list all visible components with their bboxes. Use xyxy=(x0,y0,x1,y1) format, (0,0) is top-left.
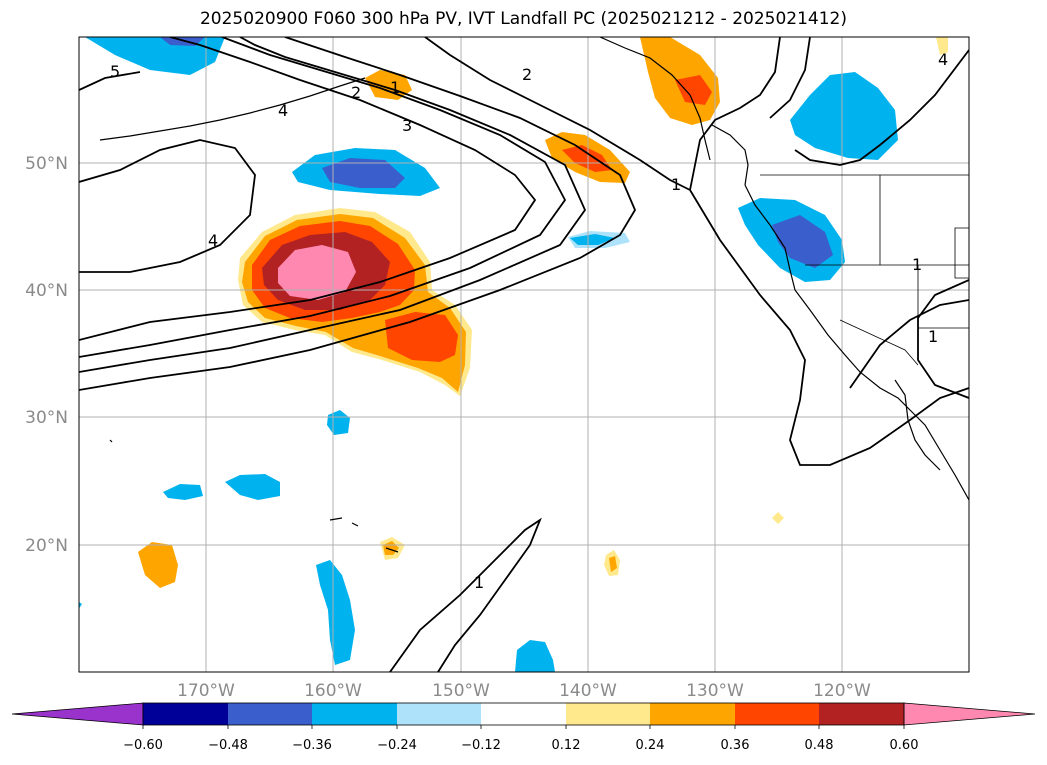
lat-label: 50°N xyxy=(25,154,68,174)
contour-label: 1 xyxy=(671,175,681,194)
contour-label: 4 xyxy=(938,50,948,69)
lon-label: 140°W xyxy=(559,681,617,701)
map-title: 2025020900 F060 300 hPa PV, IVT Landfall… xyxy=(199,9,847,29)
colorbar-segment xyxy=(735,703,819,725)
contour-label: 4 xyxy=(278,101,288,120)
colorbar-tick-label: −0.48 xyxy=(208,738,248,753)
lon-label: 120°W xyxy=(813,681,871,701)
colorbar-tick-label: 0.48 xyxy=(805,738,834,753)
negative-anomaly-shading xyxy=(79,37,898,672)
colorbar-tick-label: −0.24 xyxy=(377,738,417,753)
colorbar-segment xyxy=(143,703,228,725)
colorbar-tick-label: −0.36 xyxy=(292,738,332,753)
lon-label: 150°W xyxy=(432,681,490,701)
colorbar-segment xyxy=(819,703,904,725)
colorbar-max-extend xyxy=(903,702,1036,726)
colorbar-frame xyxy=(142,702,905,726)
contour-label: 1 xyxy=(390,78,400,97)
colorbar-tick-label: −0.12 xyxy=(461,738,501,753)
colorbar-tick-label: 0.60 xyxy=(890,738,919,753)
contour-label: 1 xyxy=(474,573,484,592)
lon-label: 160°W xyxy=(304,681,362,701)
colorbar-segment xyxy=(228,703,312,725)
contour-label: 1 xyxy=(928,327,938,346)
map-frame xyxy=(78,36,970,673)
contour-label-group: 5 4 4 3 2 2 1 1 1 1 1 4 xyxy=(110,50,948,592)
contour-label: 4 xyxy=(208,231,218,250)
colorbar-segment xyxy=(566,703,650,725)
lat-label: 40°N xyxy=(25,281,68,301)
colorbar-segment xyxy=(397,703,481,725)
colorbar-tick-label: −0.60 xyxy=(123,738,163,753)
colorbar-segment xyxy=(312,703,397,725)
colorbar: −0.60 −0.48 −0.36 −0.24 −0.12 0.12 0.24 … xyxy=(11,702,1036,753)
pv-contours xyxy=(79,37,969,672)
colorbar-tick-label: 0.36 xyxy=(721,738,750,753)
lat-label: 20°N xyxy=(25,536,68,556)
lon-label: 130°W xyxy=(686,681,744,701)
colorbar-segment xyxy=(481,703,566,725)
colorbar-min-extend xyxy=(11,702,144,726)
graticule xyxy=(79,37,969,672)
coastlines xyxy=(99,37,969,553)
colorbar-tick-label: 0.24 xyxy=(636,738,665,753)
contour-label: 2 xyxy=(351,83,361,102)
lat-label: 30°N xyxy=(25,408,68,428)
colorbar-segment xyxy=(650,703,735,725)
contour-label: 3 xyxy=(402,116,412,135)
lon-label: 170°W xyxy=(177,681,235,701)
contour-label: 2 xyxy=(522,65,532,84)
contour-label: 1 xyxy=(912,255,922,274)
longitude-labels: 170°W 160°W 150°W 140°W 130°W 120°W xyxy=(177,681,871,701)
latitude-labels: 50°N 40°N 30°N 20°N xyxy=(25,154,68,556)
colorbar-tick-label: 0.12 xyxy=(552,738,581,753)
positive-anomaly-shading xyxy=(138,37,948,588)
contour-label: 5 xyxy=(110,62,120,81)
